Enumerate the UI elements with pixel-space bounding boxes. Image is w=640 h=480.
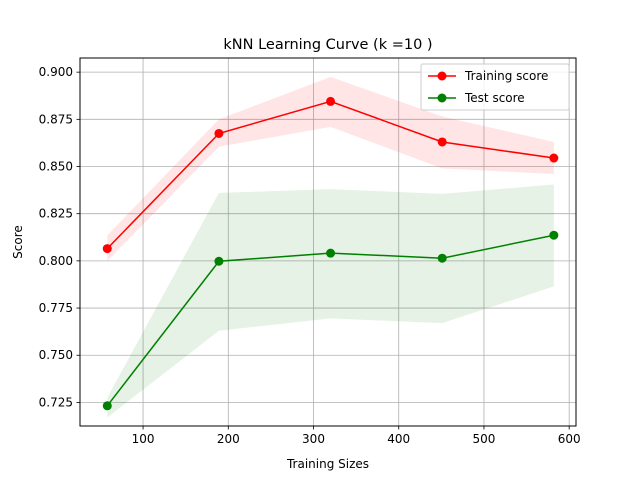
- confidence-bands: [107, 76, 554, 418]
- y-axis-label: Score: [11, 225, 25, 259]
- point-training: [214, 128, 224, 138]
- legend: Training score Test score: [420, 63, 570, 111]
- y-tick-label: 0.875: [39, 112, 73, 126]
- y-tick-label: 0.850: [39, 160, 73, 174]
- band-training: [107, 76, 554, 261]
- axis-ticks: 100 200 300 400 500 600 0.725 0.750 0.775 0.800 0.…: [39, 65, 581, 446]
- y-tick-label: 0.825: [39, 207, 73, 221]
- point-test: [326, 248, 336, 258]
- x-tick-label: 400: [387, 432, 410, 446]
- point-test: [214, 256, 224, 266]
- grid: [80, 58, 576, 426]
- y-tick-label: 0.775: [39, 301, 73, 315]
- band-test: [107, 184, 554, 418]
- point-training: [102, 244, 112, 254]
- x-tick-label: 500: [473, 432, 496, 446]
- y-tick-label: 0.725: [39, 395, 73, 409]
- point-test: [437, 253, 447, 263]
- point-test: [549, 230, 559, 240]
- legend-box: [420, 63, 570, 111]
- point-test: [102, 401, 112, 411]
- legend-swatch-test-marker: [437, 93, 447, 103]
- point-training: [326, 96, 336, 106]
- legend-swatch-training-marker: [437, 71, 447, 81]
- plot-frame: [79, 57, 577, 427]
- x-tick-label: 600: [558, 432, 581, 446]
- chart-title: kNN Learning Curve (k =10 ): [223, 37, 432, 53]
- y-tick-label: 0.750: [39, 348, 73, 362]
- legend-label-test: Test score: [464, 91, 525, 105]
- x-axis-label: Training Sizes: [286, 457, 369, 471]
- x-tick-label: 300: [302, 432, 325, 446]
- y-tick-label: 0.900: [39, 65, 73, 79]
- x-tick-label: 100: [132, 432, 155, 446]
- legend-label-training: Training score: [464, 69, 548, 83]
- point-training: [437, 137, 447, 147]
- series-markers: [102, 96, 559, 411]
- y-tick-label: 0.800: [39, 254, 73, 268]
- point-training: [549, 153, 559, 163]
- x-tick-label: 200: [217, 432, 240, 446]
